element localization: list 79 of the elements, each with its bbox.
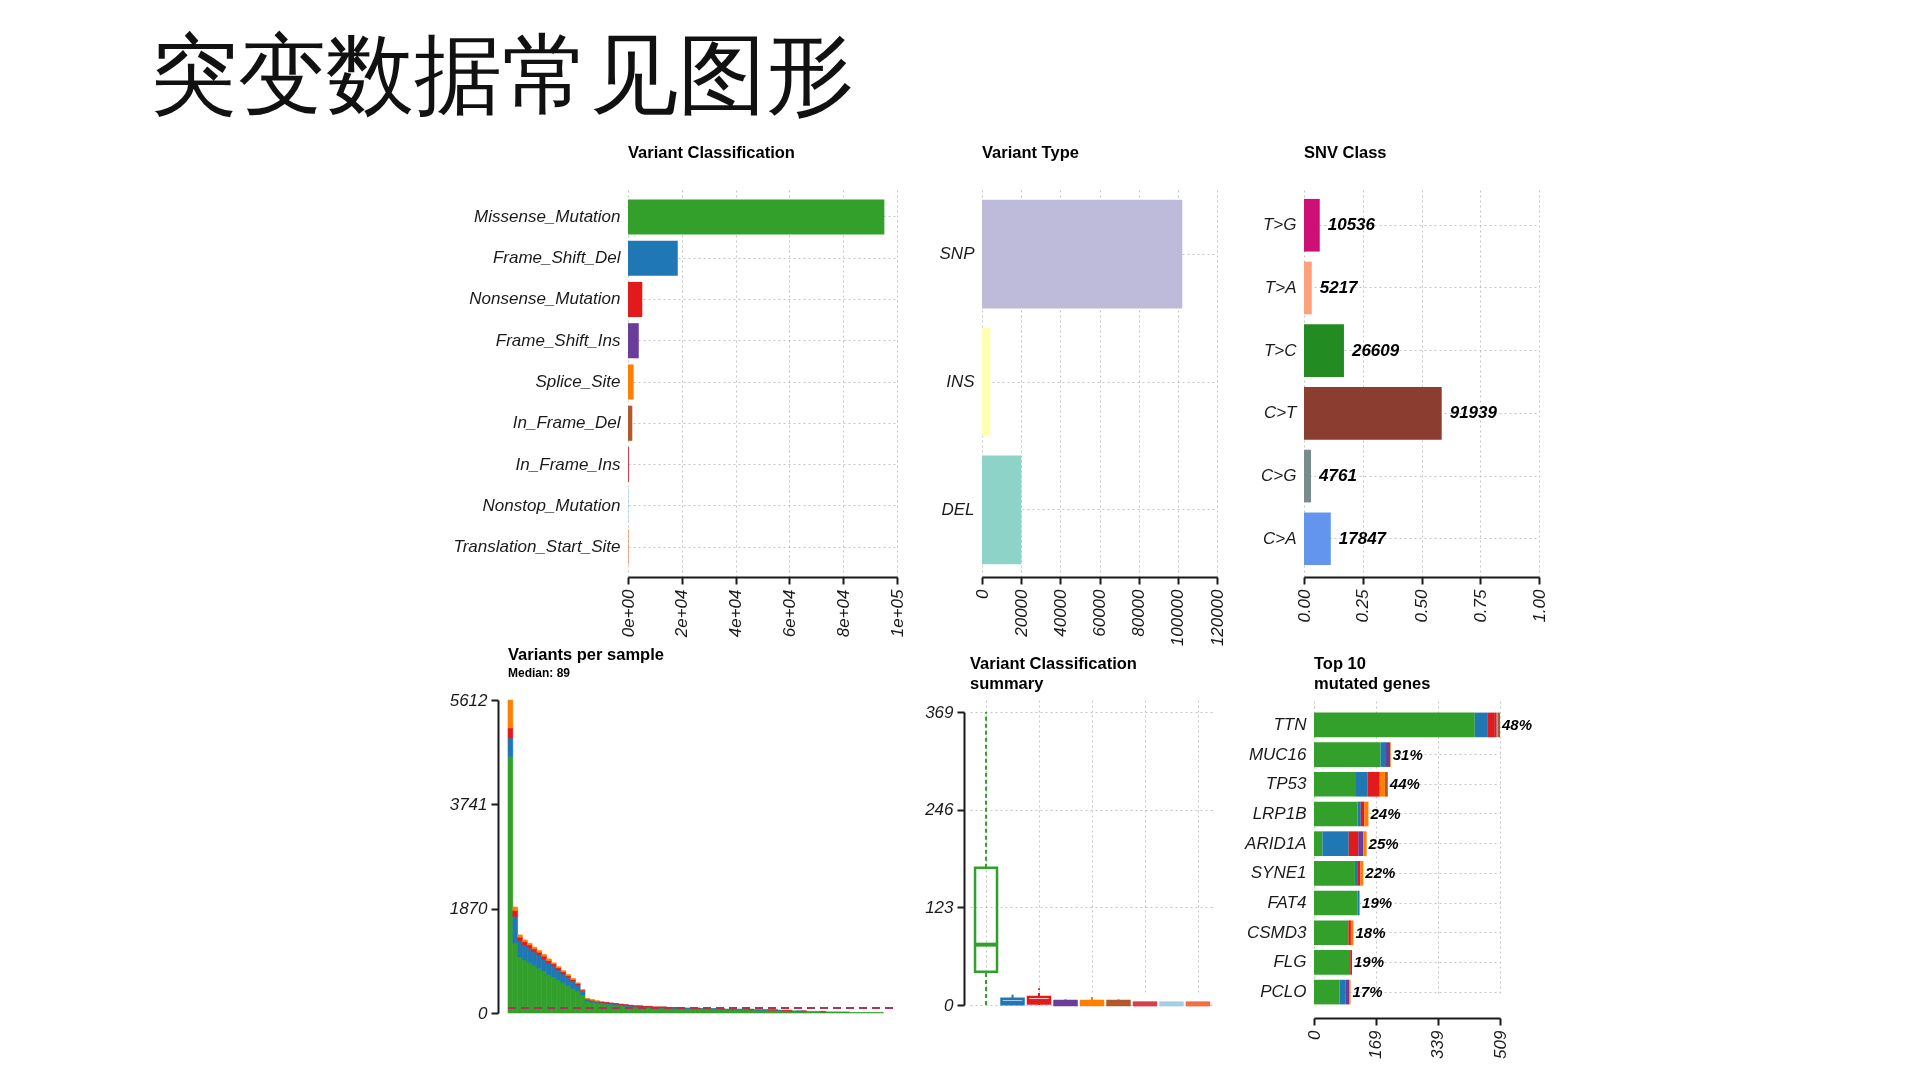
chart-title: Variant Classification bbox=[628, 142, 795, 161]
annotation: 31% bbox=[1392, 745, 1423, 763]
annotation: 4761 bbox=[1318, 466, 1357, 486]
y-tick-label: 369 bbox=[925, 702, 955, 722]
annotation: 19% bbox=[1362, 894, 1393, 912]
x-tick-label: 60000 bbox=[1090, 588, 1109, 637]
y-tick-label: 0 bbox=[944, 995, 955, 1015]
annotation: 44% bbox=[1388, 775, 1420, 793]
y-tick-label: T>A bbox=[1264, 277, 1297, 297]
x-tick-label: 8e+04 bbox=[833, 589, 853, 638]
y-tick-label: TTN bbox=[1273, 714, 1308, 734]
chart-title: Variant Classification summary bbox=[970, 653, 1137, 692]
y-tick-label: 3741 bbox=[449, 794, 488, 814]
annotation: 91939 bbox=[1449, 403, 1498, 423]
x-tick-label: 0e+00 bbox=[618, 588, 638, 638]
x-tick-label: 0.50 bbox=[1412, 588, 1431, 623]
x-tick-label: 80000 bbox=[1129, 588, 1149, 637]
chart-title: Top 10 mutated genes bbox=[1314, 653, 1431, 692]
y-tick-label: Translation_Start_Site bbox=[453, 537, 621, 557]
y-tick-label: Frame_Shift_Ins bbox=[495, 330, 621, 350]
chart-title: SNV Class bbox=[1304, 142, 1387, 161]
y-tick-label: 0 bbox=[478, 1003, 489, 1023]
y-tick-label: 246 bbox=[924, 800, 955, 820]
y-tick-label: C>G bbox=[1261, 466, 1297, 486]
annotation: 25% bbox=[1367, 834, 1399, 852]
y-tick-label: SYNE1 bbox=[1250, 863, 1307, 883]
y-tick-label: T>G bbox=[1262, 215, 1297, 235]
x-tick-label: 1e+05 bbox=[887, 588, 907, 638]
y-tick-label: 5612 bbox=[449, 690, 489, 710]
x-tick-label: 509 bbox=[1490, 1029, 1510, 1059]
y-tick-label: Frame_Shift_Del bbox=[492, 248, 622, 268]
x-tick-label: 169 bbox=[1366, 1029, 1386, 1059]
y-tick-label: FAT4 bbox=[1267, 893, 1307, 913]
annotation: 48% bbox=[1501, 715, 1533, 733]
x-tick-label: 0 bbox=[972, 588, 992, 599]
y-tick-label: Splice_Site bbox=[535, 372, 621, 391]
y-tick-label: In_Frame_Del bbox=[512, 413, 622, 433]
y-tick-label: T>C bbox=[1263, 340, 1298, 360]
y-tick-label: C>T bbox=[1263, 403, 1299, 423]
y-tick-label: Missense_Mutation bbox=[474, 206, 621, 226]
x-tick-label: 40000 bbox=[1050, 588, 1070, 637]
x-tick-label: 20000 bbox=[1011, 588, 1031, 638]
x-tick-label: 6e+04 bbox=[779, 589, 799, 638]
y-tick-label: Nonsense_Mutation bbox=[469, 289, 621, 309]
y-tick-label: MUC16 bbox=[1248, 744, 1308, 764]
x-tick-label: 120000 bbox=[1207, 588, 1227, 647]
x-tick-label: 2e+04 bbox=[672, 589, 692, 639]
x-tick-label: 0.25 bbox=[1353, 588, 1373, 623]
x-tick-label: 0 bbox=[1304, 1029, 1324, 1040]
y-tick-label: TP53 bbox=[1265, 774, 1308, 794]
annotation: 22% bbox=[1364, 864, 1396, 882]
annotation: 19% bbox=[1354, 953, 1385, 971]
annotation: 18% bbox=[1355, 923, 1386, 941]
annotation: 17847 bbox=[1338, 528, 1388, 548]
y-tick-label: PCLO bbox=[1260, 982, 1307, 1002]
annotation: 5217 bbox=[1319, 277, 1360, 297]
y-tick-label: Nonstop_Mutation bbox=[482, 495, 621, 515]
annotation: 24% bbox=[1369, 804, 1401, 822]
text: 突变数据常见图形 bbox=[150, 24, 854, 124]
y-tick-label: 123 bbox=[925, 897, 955, 917]
y-tick-label: C>A bbox=[1262, 528, 1297, 548]
x-tick-label: 0.75 bbox=[1470, 588, 1490, 623]
y-tick-label: FLG bbox=[1273, 952, 1307, 972]
annotation: 26609 bbox=[1350, 340, 1400, 360]
y-tick-label: CSMD3 bbox=[1246, 922, 1308, 942]
chart-title: Variant Type bbox=[982, 142, 1079, 161]
x-tick-label: 0.00 bbox=[1294, 588, 1314, 623]
y-tick-label: LRP1B bbox=[1252, 803, 1307, 823]
x-tick-label: 4e+04 bbox=[726, 589, 746, 638]
x-tick-label: 1.00 bbox=[1529, 588, 1549, 623]
y-tick-label: SNP bbox=[939, 244, 976, 264]
x-tick-label: 339 bbox=[1428, 1029, 1448, 1059]
x-tick-label: 100000 bbox=[1168, 588, 1188, 647]
y-tick-label: INS bbox=[946, 372, 976, 391]
y-tick-label: In_Frame_Ins bbox=[515, 454, 621, 474]
y-tick-label: 1870 bbox=[449, 899, 489, 919]
y-tick-label: DEL bbox=[941, 499, 975, 519]
y-tick-label: ARID1A bbox=[1244, 833, 1307, 853]
annotation: 17% bbox=[1352, 983, 1383, 1001]
